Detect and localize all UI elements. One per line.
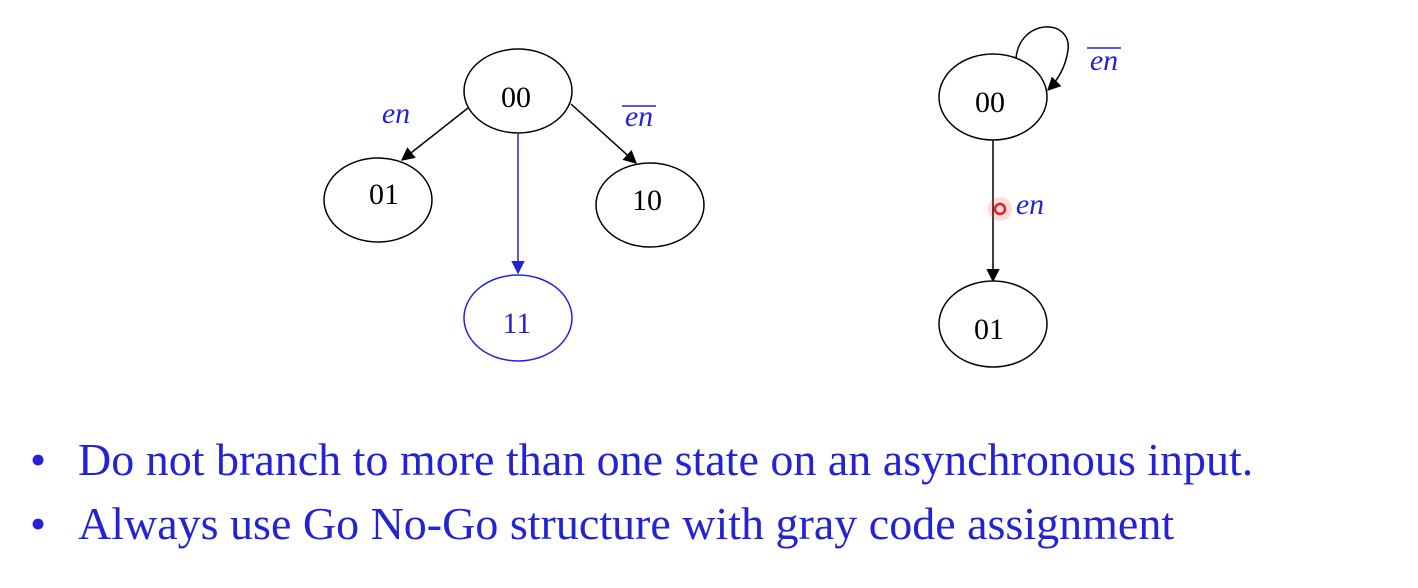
- bullet-text: Do not branch to more than one state on …: [78, 434, 1254, 485]
- edge-label-en: en: [1016, 188, 1044, 221]
- self-loop-00: [1015, 26, 1069, 91]
- mouse-pointer-indicator: [988, 197, 1012, 221]
- state-node-01: [938, 280, 1048, 368]
- state-node-10: [595, 162, 705, 248]
- state-label-01: 01: [369, 178, 399, 211]
- state-node-01: [323, 157, 433, 243]
- state-label-00: 00: [501, 81, 531, 114]
- state-node-00: [463, 48, 573, 134]
- left-state-diagram: 00 01 10 11 en en: [323, 48, 705, 362]
- edge-00-to-01: [400, 107, 469, 161]
- bullet-item: • Do not branch to more than one state o…: [30, 428, 1253, 492]
- right-state-diagram: 00 01 en en: [938, 26, 1121, 368]
- state-label-10: 10: [632, 184, 662, 217]
- state-node-11: [463, 274, 573, 362]
- edge-00-to-10: [570, 103, 637, 164]
- state-label-00: 00: [975, 86, 1005, 119]
- state-diagrams: 00 01 10 11 en en 00 01 en: [323, 26, 1121, 368]
- bullet-text: Always use Go No-Go structure with gray …: [78, 498, 1175, 549]
- bullet-marker: •: [30, 498, 47, 549]
- bullet-list: • Do not branch to more than one state o…: [30, 428, 1253, 556]
- state-label-11: 11: [503, 307, 532, 340]
- edge-label-en-bar: en: [622, 100, 656, 133]
- edge-label-en-bar-text: en: [625, 100, 653, 133]
- edge-label-en-bar: en: [1087, 44, 1121, 77]
- state-node-00: [938, 53, 1048, 141]
- state-label-01: 01: [974, 313, 1004, 346]
- bullet-marker: •: [30, 434, 47, 485]
- bullet-item: • Always use Go No-Go structure with gra…: [30, 492, 1253, 556]
- edge-label-en: en: [382, 97, 410, 130]
- edge-label-en-bar-text: en: [1090, 44, 1118, 77]
